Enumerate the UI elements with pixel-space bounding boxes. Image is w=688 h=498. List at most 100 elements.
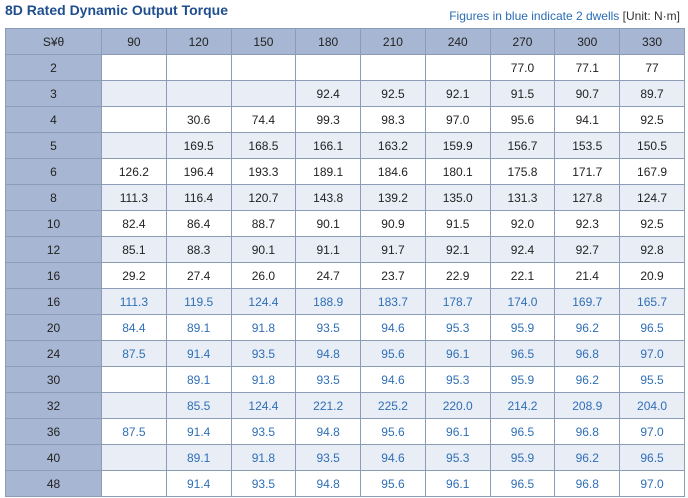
- row-header: 30: [5, 366, 102, 393]
- table-cell: 77: [619, 54, 685, 81]
- table-cell: 88.7: [230, 210, 297, 237]
- table-row: 36 87.5 91.4 93.5 94.8 95.6 96.1 96.5 96.8 97.0: [5, 418, 685, 445]
- row-header: 20: [5, 314, 102, 341]
- table-cell: [101, 80, 167, 107]
- row-header: 2: [5, 54, 102, 81]
- table-cell: 96.8: [554, 470, 621, 497]
- table-cell: 93.5: [295, 444, 362, 471]
- table-cell: 139.2: [360, 184, 426, 211]
- table-cell: 208.9: [554, 392, 621, 419]
- table-row: 16 111.3 119.5 124.4 188.9 183.7 178.7 174.0 169…: [5, 288, 685, 315]
- table-cell: 96.2: [554, 366, 621, 393]
- table-cell: 150.5: [619, 132, 685, 159]
- table-row: 40 89.1 91.8 93.5 94.6 95.3 95.9 96.2 96.5: [5, 444, 685, 471]
- table-cell: 127.8: [554, 184, 621, 211]
- table-cell: [165, 80, 232, 107]
- table-cell: 91.8: [230, 444, 297, 471]
- table-cell: 92.1: [424, 236, 491, 263]
- table-cell: 119.5: [165, 288, 232, 315]
- table-row: 20 84.4 89.1 91.8 93.5 94.6 95.3 95.9 96.2 96.5: [5, 314, 685, 341]
- table-cell: 169.7: [554, 288, 621, 315]
- table-cell: 84.4: [101, 314, 167, 341]
- row-header: 6: [5, 158, 102, 185]
- table-cell: 91.4: [165, 340, 232, 367]
- table-cell: 93.5: [230, 418, 297, 445]
- table-cell: 93.5: [230, 340, 297, 367]
- table-row: 2 77.0 77.1 77: [5, 54, 685, 81]
- table-cell: 166.1: [295, 132, 362, 159]
- row-header: 36: [5, 418, 102, 445]
- table-cell: [101, 444, 167, 471]
- table-cell: 94.8: [295, 340, 362, 367]
- row-header: 10: [5, 210, 102, 237]
- column-header: 270: [489, 28, 556, 55]
- table-cell: 163.2: [360, 132, 426, 159]
- table-cell: 96.2: [554, 444, 621, 471]
- table-cell: 95.6: [360, 418, 426, 445]
- table-cell: [101, 392, 167, 419]
- dwell-note: Figures in blue indicate 2 dwells: [449, 9, 620, 23]
- table-body: 2 77.0 77.1 77 3 92.4 92.5 92.1 91.5 90.7 89.7 4 30.…: [5, 54, 685, 497]
- table-cell: 95.3: [424, 366, 491, 393]
- table-cell: 92.3: [554, 210, 621, 237]
- table-cell: 167.9: [619, 158, 685, 185]
- table-cell: 22.9: [424, 262, 491, 289]
- table-cell: 89.7: [619, 80, 685, 107]
- table-row: 24 87.5 91.4 93.5 94.8 95.6 96.1 96.5 96.8 97.0: [5, 340, 685, 367]
- row-header: 8: [5, 184, 102, 211]
- table-cell: 96.5: [489, 418, 556, 445]
- table-cell: [101, 366, 167, 393]
- table-cell: 90.1: [295, 210, 362, 237]
- row-header: 40: [5, 444, 102, 471]
- legend-note: Figures in blue indicate 2 dwells [Unit:…: [449, 9, 680, 23]
- table-cell: 95.9: [489, 366, 556, 393]
- table-row: 6 126.2 196.4 193.3 189.1 184.6 180.1 175.8 171.…: [5, 158, 685, 185]
- table-cell: 126.2: [101, 158, 167, 185]
- column-header: 300: [554, 28, 621, 55]
- table-cell: 90.1: [230, 236, 297, 263]
- table-cell: 88.3: [165, 236, 232, 263]
- table-cell: 94.1: [554, 106, 621, 133]
- table-cell: 97.0: [619, 470, 685, 497]
- table-cell: 169.5: [165, 132, 232, 159]
- table-cell: 91.4: [165, 470, 232, 497]
- table-cell: 174.0: [489, 288, 556, 315]
- table-cell: [101, 470, 167, 497]
- row-header: 32: [5, 392, 102, 419]
- table-cell: 77.1: [554, 54, 621, 81]
- table-row: 10 82.4 86.4 88.7 90.1 90.9 91.5 92.0 92.3 92.5: [5, 210, 685, 237]
- table-row: 8 111.3 116.4 120.7 143.8 139.2 135.0 131.3 127.…: [5, 184, 685, 211]
- table-row: 16 29.2 27.4 26.0 24.7 23.7 22.9 22.1 21.4 20.9: [5, 262, 685, 289]
- table-cell: 29.2: [101, 262, 167, 289]
- corner-header: S¥θ: [5, 28, 102, 55]
- table-cell: 184.6: [360, 158, 426, 185]
- table-cell: 74.4: [230, 106, 297, 133]
- table-cell: 89.1: [165, 366, 232, 393]
- table-cell: 24.7: [295, 262, 362, 289]
- table-cell: [101, 106, 167, 133]
- table-cell: 87.5: [101, 418, 167, 445]
- table-cell: 97.0: [424, 106, 491, 133]
- unit-label: [Unit: N·m]: [622, 9, 680, 23]
- table-cell: 92.4: [489, 236, 556, 263]
- table-cell: 95.6: [360, 340, 426, 367]
- table-cell: 96.5: [489, 340, 556, 367]
- table-cell: 96.1: [424, 340, 491, 367]
- table-cell: 97.0: [619, 418, 685, 445]
- table-cell: 95.6: [360, 470, 426, 497]
- table-cell: 96.1: [424, 470, 491, 497]
- column-header: 150: [230, 28, 297, 55]
- table-cell: 92.0: [489, 210, 556, 237]
- row-header: 24: [5, 340, 102, 367]
- table-cell: 143.8: [295, 184, 362, 211]
- table-cell: 82.4: [101, 210, 167, 237]
- table-cell: 92.5: [619, 210, 685, 237]
- table-cell: 95.3: [424, 314, 491, 341]
- table-cell: 97.0: [619, 340, 685, 367]
- table-cell: 26.0: [230, 262, 297, 289]
- table-cell: 96.5: [619, 314, 685, 341]
- torque-table: S¥θ 90 120 150 180 210 240 270 300 330 2 77.0 77.1…: [5, 28, 685, 497]
- table-cell: 124.4: [230, 392, 297, 419]
- table-cell: 86.4: [165, 210, 232, 237]
- table-row: 32 85.5 124.4 221.2 225.2 220.0 214.2 208.9 204.…: [5, 392, 685, 419]
